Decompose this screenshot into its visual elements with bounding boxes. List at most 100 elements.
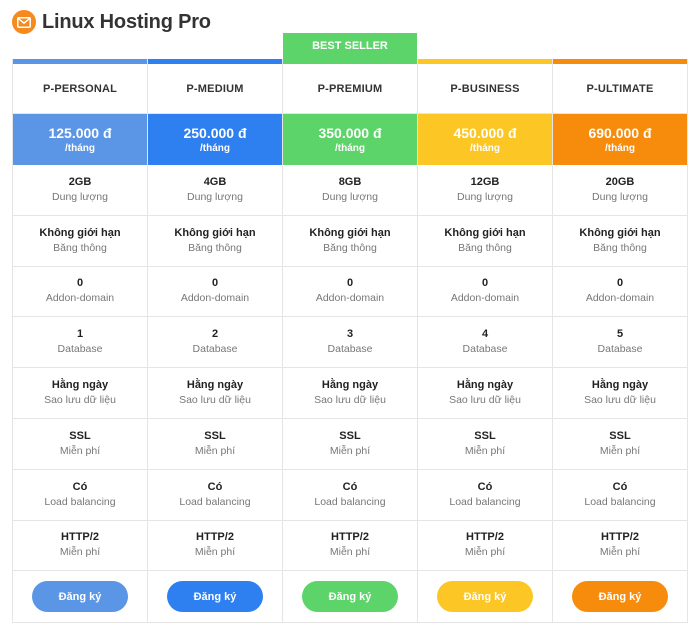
plan-column: P-PREMIUM 350.000 đ/tháng 8GB Dung lượng Khô… — [283, 59, 418, 624]
feature-value: 3 — [346, 328, 354, 341]
feature-label: Miễn phí — [59, 444, 101, 457]
feature-label: Dung lượng — [52, 190, 108, 203]
feature-value: Không giới hạn — [579, 226, 661, 239]
plan-name: P-PERSONAL — [13, 64, 147, 114]
feature-cell: 4 Database — [418, 317, 552, 369]
feature-label: Addon-domain — [450, 292, 520, 305]
feature-label: Sao lưu dữ liệu — [314, 394, 386, 407]
feature-value: Không giới hạn — [444, 226, 526, 239]
best-seller-badge: BEST SELLER — [283, 33, 417, 59]
feature-cell: SSL Miễn phí — [13, 419, 147, 470]
feature-cell: 3 Database — [283, 317, 417, 369]
feature-value: 0 — [481, 277, 489, 290]
feature-label: Băng thông — [323, 241, 377, 254]
plan-name: P-PREMIUM — [283, 64, 417, 114]
feature-label: Sao lưu dữ liệu — [179, 394, 251, 407]
price-amount: 350.000 đ — [318, 124, 382, 141]
feature-cell: 4GB Dung lượng — [148, 165, 282, 216]
feature-cell: 8GB Dung lượng — [283, 165, 417, 216]
feature-label: Database — [192, 343, 238, 356]
feature-cell: Không giới hạn Băng thông — [418, 216, 552, 267]
feature-value: Không giới hạn — [174, 226, 256, 239]
feature-label: Băng thông — [188, 241, 242, 254]
register-button[interactable]: Đăng ký — [167, 581, 263, 613]
feature-cell: Có Load balancing — [553, 470, 687, 521]
register-button[interactable]: Đăng ký — [302, 581, 398, 613]
feature-label: Database — [462, 343, 508, 356]
feature-value: Có — [207, 480, 223, 493]
plan-action: Đăng ký — [553, 571, 687, 624]
plan-price: 125.000 đ/tháng — [13, 114, 147, 165]
feature-cell: Có Load balancing — [13, 470, 147, 521]
feature-label: Load balancing — [584, 495, 656, 508]
price-amount: 125.000 đ — [48, 124, 112, 141]
feature-cell: HTTP/2 Miễn phí — [418, 521, 552, 572]
plan-price: 350.000 đ/tháng — [283, 114, 417, 165]
price-amount: 450.000 đ — [453, 124, 517, 141]
feature-cell: Không giới hạn Băng thông — [553, 216, 687, 267]
feature-value: SSL — [609, 429, 631, 442]
page-header: Linux Hosting Pro — [12, 8, 211, 36]
plan-action: Đăng ký — [418, 571, 552, 624]
feature-label: Miễn phí — [194, 444, 236, 457]
plan-color-bar — [553, 59, 687, 64]
price-unit: /tháng — [605, 142, 635, 154]
feature-value: Có — [612, 480, 628, 493]
plan-name: P-BUSINESS — [418, 64, 552, 114]
feature-cell: Hằng ngày Sao lưu dữ liệu — [148, 368, 282, 419]
feature-cell: Hằng ngày Sao lưu dữ liệu — [283, 368, 417, 419]
page-title: Linux Hosting Pro — [42, 10, 211, 33]
feature-value: HTTP/2 — [466, 531, 504, 544]
plan-column: P-MEDIUM 250.000 đ/tháng 4GB Dung lượng Khôn… — [148, 59, 283, 624]
feature-cell: Có Load balancing — [418, 470, 552, 521]
feature-cell: HTTP/2 Miễn phí — [553, 521, 687, 572]
register-button[interactable]: Đăng ký — [32, 581, 128, 613]
register-button[interactable]: Đăng ký — [437, 581, 533, 613]
feature-value: SSL — [474, 429, 496, 442]
feature-cell: 0 Addon-domain — [148, 267, 282, 318]
feature-cell: 20GB Dung lượng — [553, 165, 687, 216]
feature-label: Database — [597, 343, 643, 356]
feature-label: Database — [327, 343, 373, 356]
feature-cell: Không giới hạn Băng thông — [148, 216, 282, 267]
feature-label: Dung lượng — [322, 190, 378, 203]
feature-value: Không giới hạn — [309, 226, 391, 239]
feature-cell: HTTP/2 Miễn phí — [148, 521, 282, 572]
feature-cell: 0 Addon-domain — [418, 267, 552, 318]
feature-value: 1 — [76, 328, 84, 341]
plan-column: P-PERSONAL 125.000 đ/tháng 2GB Dung lượng Kh… — [13, 59, 148, 624]
feature-value: SSL — [339, 429, 361, 442]
feature-cell: Hằng ngày Sao lưu dữ liệu — [13, 368, 147, 419]
feature-label: Load balancing — [449, 495, 521, 508]
register-button[interactable]: Đăng ký — [572, 581, 668, 613]
feature-value: 4 — [481, 328, 489, 341]
feature-label: Dung lượng — [592, 190, 648, 203]
feature-value: 0 — [211, 277, 219, 290]
feature-value: 4GB — [203, 175, 227, 188]
feature-label: Load balancing — [44, 495, 116, 508]
feature-label: Load balancing — [314, 495, 386, 508]
price-unit: /tháng — [65, 142, 95, 154]
feature-cell: 0 Addon-domain — [13, 267, 147, 318]
feature-value: HTTP/2 — [61, 531, 99, 544]
plan-action: Đăng ký — [148, 571, 282, 624]
feature-label: Miễn phí — [464, 546, 506, 559]
price-amount: 690.000 đ — [588, 124, 652, 141]
feature-value: Có — [477, 480, 493, 493]
plan-action: Đăng ký — [283, 571, 417, 624]
feature-label: Miễn phí — [194, 546, 236, 559]
feature-cell: 5 Database — [553, 317, 687, 369]
feature-label: Addon-domain — [315, 292, 385, 305]
feature-cell: Hằng ngày Sao lưu dữ liệu — [418, 368, 552, 419]
feature-value: 12GB — [470, 175, 500, 188]
feature-value: 0 — [346, 277, 354, 290]
plan-action: Đăng ký — [13, 571, 147, 624]
feature-value: 0 — [616, 277, 624, 290]
plan-column: P-ULTIMATE 690.000 đ/tháng 20GB Dung lượng K… — [553, 59, 688, 624]
feature-cell: 0 Addon-domain — [553, 267, 687, 318]
price-unit: /tháng — [335, 142, 365, 154]
plan-color-bar — [418, 59, 552, 64]
feature-label: Miễn phí — [599, 444, 641, 457]
feature-cell: SSL Miễn phí — [553, 419, 687, 470]
plan-name: P-MEDIUM — [148, 64, 282, 114]
